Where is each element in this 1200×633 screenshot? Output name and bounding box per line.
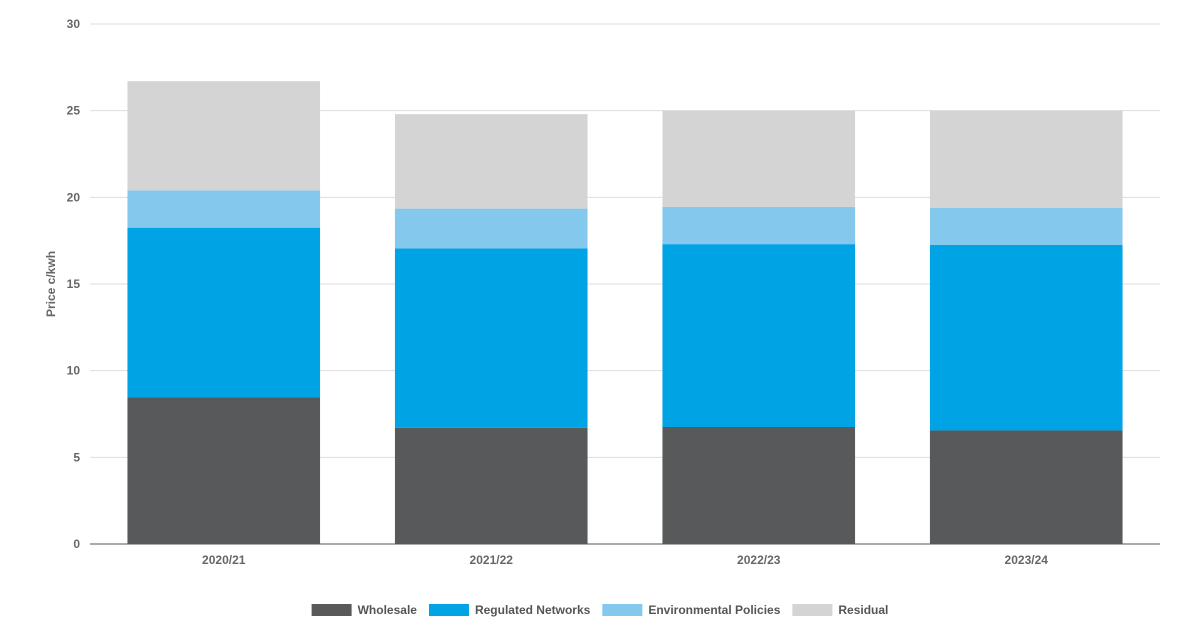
x-tick-label: 2020/21 [202, 553, 246, 567]
legend-label: Environmental Policies [648, 603, 780, 617]
legend-item: Residual [792, 603, 888, 617]
legend-swatch [428, 604, 469, 616]
y-tick-label: 30 [67, 17, 81, 31]
axes: 0 5 10 15 20 25 30 2020/21 2021/22 2022/23 2023/24 [67, 17, 1160, 567]
bar-segment-regulated-networks [394, 248, 588, 428]
x-tick-label: 2022/23 [737, 553, 781, 567]
bar-segment-residual [394, 114, 588, 209]
bar-segment-residual [127, 81, 321, 191]
x-tick-label: 2023/24 [1005, 553, 1049, 567]
bar-segment-wholesale [929, 430, 1123, 544]
bar-stack-2 [662, 110, 856, 544]
y-tick-label: 15 [67, 277, 81, 291]
bar-segment-environmental-policies [662, 206, 856, 245]
bar-segment-regulated-networks [127, 227, 321, 398]
bar-segment-residual [662, 110, 856, 207]
legend-swatch [602, 604, 643, 616]
y-tick-label: 25 [67, 104, 81, 118]
bar-segment-environmental-policies [127, 190, 321, 228]
bar-segment-wholesale [127, 397, 321, 544]
legend-label: Regulated Networks [475, 603, 591, 617]
bar-segment-residual [929, 110, 1123, 208]
bar-stack-3 [929, 110, 1123, 544]
y-tick-label: 10 [67, 364, 81, 378]
legend-swatch [311, 604, 352, 616]
bar-segment-environmental-policies [394, 208, 588, 249]
bar-stack-1 [394, 114, 588, 544]
y-tick-label: 0 [73, 537, 80, 551]
legend-item: Wholesale [311, 603, 418, 617]
legend: Wholesale Regulated Networks Environmental… [311, 603, 888, 617]
bar-segment-regulated-networks [929, 245, 1123, 431]
legend-swatch [792, 604, 833, 616]
bar-segment-wholesale [394, 427, 588, 544]
bar-segment-environmental-policies [929, 207, 1123, 245]
bar-segment-regulated-networks [662, 244, 856, 427]
y-tick-label: 5 [73, 450, 80, 464]
bar-segment-wholesale [662, 427, 856, 544]
legend-label: Wholesale [358, 603, 418, 617]
x-tick-label: 2021/22 [470, 553, 514, 567]
bars [127, 81, 1123, 544]
legend-item: Environmental Policies [602, 603, 781, 617]
y-axis-title: Price c/kwh [44, 251, 58, 317]
legend-label: Residual [838, 603, 888, 617]
bar-stack-0 [127, 81, 321, 544]
legend-item: Regulated Networks [428, 603, 591, 617]
y-tick-label: 20 [67, 190, 81, 204]
